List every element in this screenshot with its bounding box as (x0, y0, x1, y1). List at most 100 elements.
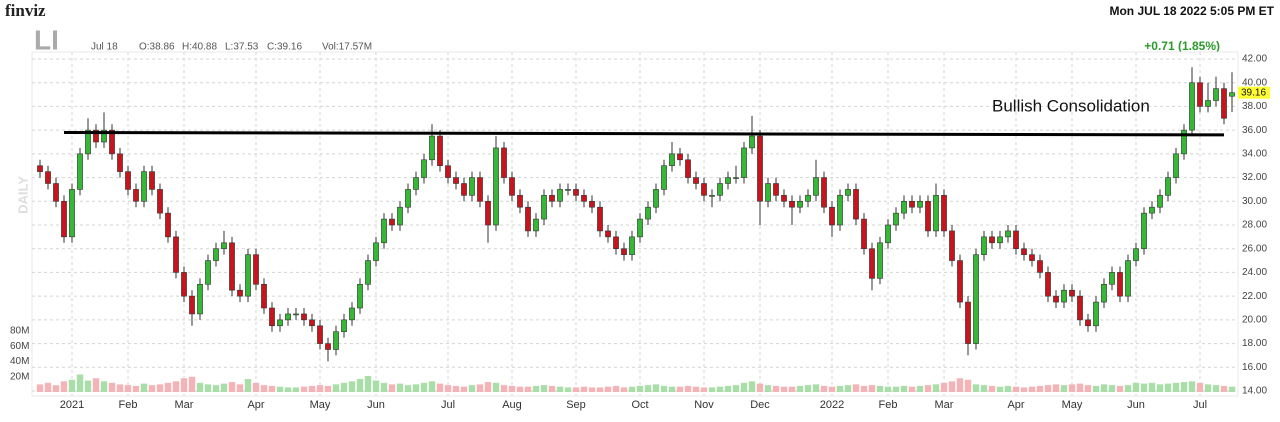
volume-bar (404, 385, 412, 392)
volume-bar (540, 385, 548, 392)
candle-body (869, 248, 875, 279)
candle-body (485, 200, 491, 226)
candle-body (621, 248, 627, 255)
x-tick-label: 2021 (60, 399, 84, 411)
volume-bar (620, 387, 628, 392)
volume-bar (276, 386, 284, 392)
volume-bar (452, 385, 460, 392)
candle-body (517, 195, 523, 208)
volume-bar (148, 385, 156, 392)
volume-bar (164, 382, 172, 392)
y-tick-label: 14.00 (1242, 386, 1267, 397)
volume-bar (996, 386, 1004, 392)
volume-bar (1068, 384, 1076, 392)
volume-bar (524, 386, 532, 392)
candle-body (733, 177, 739, 179)
candle-body (221, 242, 227, 250)
volume-bar (396, 383, 404, 392)
volume-bar (692, 386, 700, 392)
volume-bar (460, 386, 468, 392)
volume-bar (612, 385, 620, 392)
candle-body (693, 177, 699, 184)
volume-bar (596, 387, 604, 392)
candle-body (181, 272, 187, 297)
volume-bar (1044, 385, 1052, 392)
volume-bar (788, 386, 796, 392)
volume-bar (332, 384, 340, 392)
candle-body (1029, 254, 1035, 261)
y-tick-label: 38.00 (1242, 101, 1267, 112)
candle-body (165, 212, 171, 238)
candle-body (117, 153, 123, 172)
volume-bar (380, 382, 388, 392)
x-tick-label: Jun (367, 399, 385, 411)
candle-body (53, 183, 59, 202)
candle-body (813, 177, 819, 196)
candle-body (845, 189, 851, 196)
candle-body (1141, 212, 1147, 250)
bar-open: O:38.86 (139, 42, 175, 53)
volume-bar (1028, 386, 1036, 392)
annotation-text: Bullish Consolidation (992, 96, 1150, 115)
volume-bar (628, 386, 636, 392)
volume-bar (532, 385, 540, 392)
x-tick-label: Oct (631, 399, 648, 411)
candle-body (925, 200, 931, 232)
candle-body (1093, 301, 1099, 327)
y-tick-label: 24.00 (1242, 267, 1267, 278)
volume-bar (932, 384, 940, 392)
candle-body (973, 254, 979, 344)
volume-bar (764, 385, 772, 392)
candle-body (589, 200, 595, 208)
candle-body (805, 195, 811, 202)
volume-bar (1204, 384, 1212, 392)
volume-bar (1156, 384, 1164, 392)
volume-bar (892, 386, 900, 392)
volume-bar (428, 381, 436, 392)
volume-bar (1220, 385, 1228, 392)
candle-body (341, 319, 347, 333)
candle-body (373, 242, 379, 261)
candle-body (885, 224, 891, 244)
candle-body (1181, 129, 1187, 155)
candle-body (197, 283, 203, 315)
y-tick-label: 18.00 (1242, 338, 1267, 349)
volume-bar (564, 387, 572, 392)
volume-bar (708, 387, 716, 392)
candle-body (1061, 289, 1067, 303)
volume-bar (1060, 385, 1068, 392)
x-tick-label: Feb (119, 399, 138, 411)
volume-bar (308, 385, 316, 392)
y-tick-label: 26.00 (1242, 243, 1267, 254)
volume-bar (1140, 383, 1148, 392)
candle-body (645, 206, 651, 220)
candle-body (293, 313, 299, 316)
candle-body (1013, 230, 1019, 250)
volume-bar (580, 386, 588, 392)
candle-body (93, 129, 99, 143)
candle-body (893, 212, 899, 226)
candle-body (509, 177, 515, 196)
volume-tick-label: 80M (10, 326, 29, 337)
y-tick-label: 16.00 (1242, 362, 1267, 373)
candle-body (1229, 92, 1235, 97)
volume-bar (444, 385, 452, 392)
brand[interactable]: finviz (5, 1, 46, 20)
volume-bar (740, 382, 748, 392)
trendline (63, 131, 1225, 137)
volume-bar (940, 382, 948, 392)
volume-bar (44, 382, 52, 392)
candle-body (557, 189, 563, 202)
volume-bar (124, 385, 132, 392)
candle-body (789, 200, 795, 208)
bar-close: C:39.16 (267, 42, 302, 53)
candle-body (741, 147, 747, 178)
volume-tick-label: 60M (10, 341, 29, 352)
candle-body (1205, 100, 1211, 107)
x-tick-label: Nov (694, 399, 714, 411)
candle-body (909, 200, 915, 208)
candle-body (173, 236, 179, 273)
candle-body (821, 177, 827, 208)
candle-body (325, 343, 331, 350)
